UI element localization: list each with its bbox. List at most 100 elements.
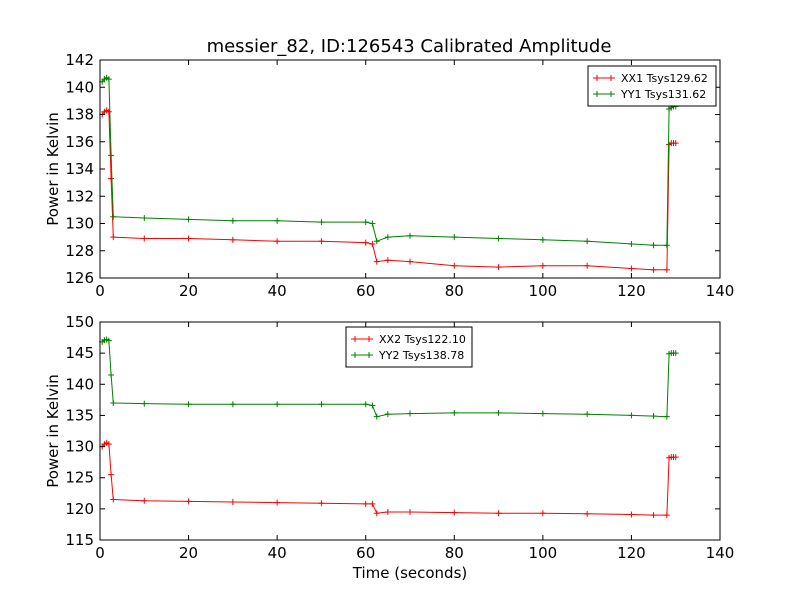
plot-frame (99, 321, 721, 541)
data-point (539, 510, 546, 517)
y-tick-label: 125 (65, 469, 94, 487)
y-axis-label: Power in Kelvin (44, 112, 62, 226)
data-point (373, 510, 380, 517)
data-point (451, 262, 458, 269)
data-point (663, 512, 670, 519)
data-point (108, 371, 115, 378)
data-point (650, 266, 657, 273)
data-point (318, 500, 325, 507)
data-point (229, 401, 236, 408)
data-point (229, 499, 236, 506)
data-point (407, 410, 413, 417)
bottom-panel: 0 20 40 60 80 100 120 140 115 120 125 130 135 140 145 1… (44, 313, 734, 582)
data-point (663, 266, 670, 273)
x-tick-label: 140 (706, 544, 735, 562)
y-tick-label: 130 (65, 215, 94, 233)
data-point (628, 265, 635, 272)
data-point (110, 213, 117, 220)
data-point (539, 262, 546, 269)
x-tick-label: 120 (617, 544, 646, 562)
data-point (362, 401, 369, 408)
legend-label: XX2 Tsys122.10 (379, 333, 466, 346)
data-point (650, 413, 657, 420)
data-point (650, 512, 657, 519)
legend-box (587, 65, 717, 107)
data-point (229, 236, 236, 243)
data-point (407, 508, 413, 515)
y-tick-label: 128 (65, 242, 94, 260)
legend: XX1 Tsys129.62 YY1 Tsys131.62 (587, 65, 717, 107)
data-point (318, 401, 325, 408)
x-tick-label: 60 (356, 282, 375, 300)
data-point (105, 441, 112, 448)
data-point (318, 219, 325, 226)
data-point (495, 510, 502, 517)
data-point (451, 509, 458, 516)
data-point (373, 258, 380, 265)
data-point (451, 234, 458, 241)
legend-marker (352, 352, 372, 358)
data-point (110, 399, 117, 406)
y-tick-label: 120 (65, 500, 94, 518)
y-tick-label: 126 (65, 269, 94, 287)
data-point (362, 500, 369, 507)
x-tick-label: 80 (445, 282, 464, 300)
data-point (584, 411, 591, 418)
x-tick-label: 80 (445, 544, 464, 562)
y-tick-label: 138 (65, 106, 94, 124)
data-point (584, 510, 591, 517)
data-point (229, 217, 236, 224)
data-point (663, 242, 670, 249)
data-point (495, 409, 502, 416)
chart-title: messier_82, ID:126543 Calibrated Amplitu… (207, 36, 612, 57)
data-point (110, 234, 117, 241)
x-tick-label: 20 (179, 544, 198, 562)
data-point (672, 454, 679, 461)
data-point (274, 238, 281, 245)
data-point (108, 152, 115, 159)
y-tick-label: 140 (65, 375, 94, 393)
data-point (663, 413, 670, 420)
data-point (108, 471, 115, 478)
y-tick-label: 115 (65, 531, 94, 549)
data-point (105, 337, 112, 344)
data-point (584, 238, 591, 245)
x-tick-label: 120 (617, 282, 646, 300)
data-point (672, 350, 679, 357)
top-panel: 0 20 40 60 80 100 120 140 126 128 130 132 134 136 138 1… (44, 51, 734, 300)
x-tick-label: 0 (95, 282, 105, 300)
data-point (539, 410, 546, 417)
data-point (369, 500, 376, 507)
legend-marker (352, 336, 372, 342)
y-tick-label: 142 (65, 51, 94, 69)
x-tick-label: 40 (268, 282, 287, 300)
data-point (539, 236, 546, 243)
data-point (185, 216, 192, 223)
legend-box (345, 326, 473, 368)
legend: XX2 Tsys122.10 YY2 Tsys138.78 (345, 326, 473, 368)
x-axis-label: Time (seconds) (352, 564, 468, 582)
data-point (650, 242, 657, 249)
y-tick-label: 130 (65, 438, 94, 456)
data-point (495, 264, 502, 271)
data-point (369, 220, 376, 227)
data-point (318, 238, 325, 245)
y-tick-label: 150 (65, 313, 94, 331)
data-point (362, 219, 369, 226)
data-point (407, 258, 413, 265)
data-point (369, 240, 376, 247)
y-tick-label: 136 (65, 133, 94, 151)
y-tick-label: 132 (65, 187, 94, 205)
data-point (672, 140, 679, 147)
data-point (369, 402, 376, 409)
data-point (185, 235, 192, 242)
y-tick-label: 135 (65, 406, 94, 424)
data-point (628, 511, 635, 518)
data-point (373, 238, 380, 245)
x-tick-label: 0 (95, 544, 105, 562)
x-tick-label: 60 (356, 544, 375, 562)
y-axis-label: Power in Kelvin (44, 374, 62, 488)
x-tick-label: 20 (179, 282, 198, 300)
data-point (105, 108, 112, 115)
y-tick-label: 134 (65, 160, 94, 178)
